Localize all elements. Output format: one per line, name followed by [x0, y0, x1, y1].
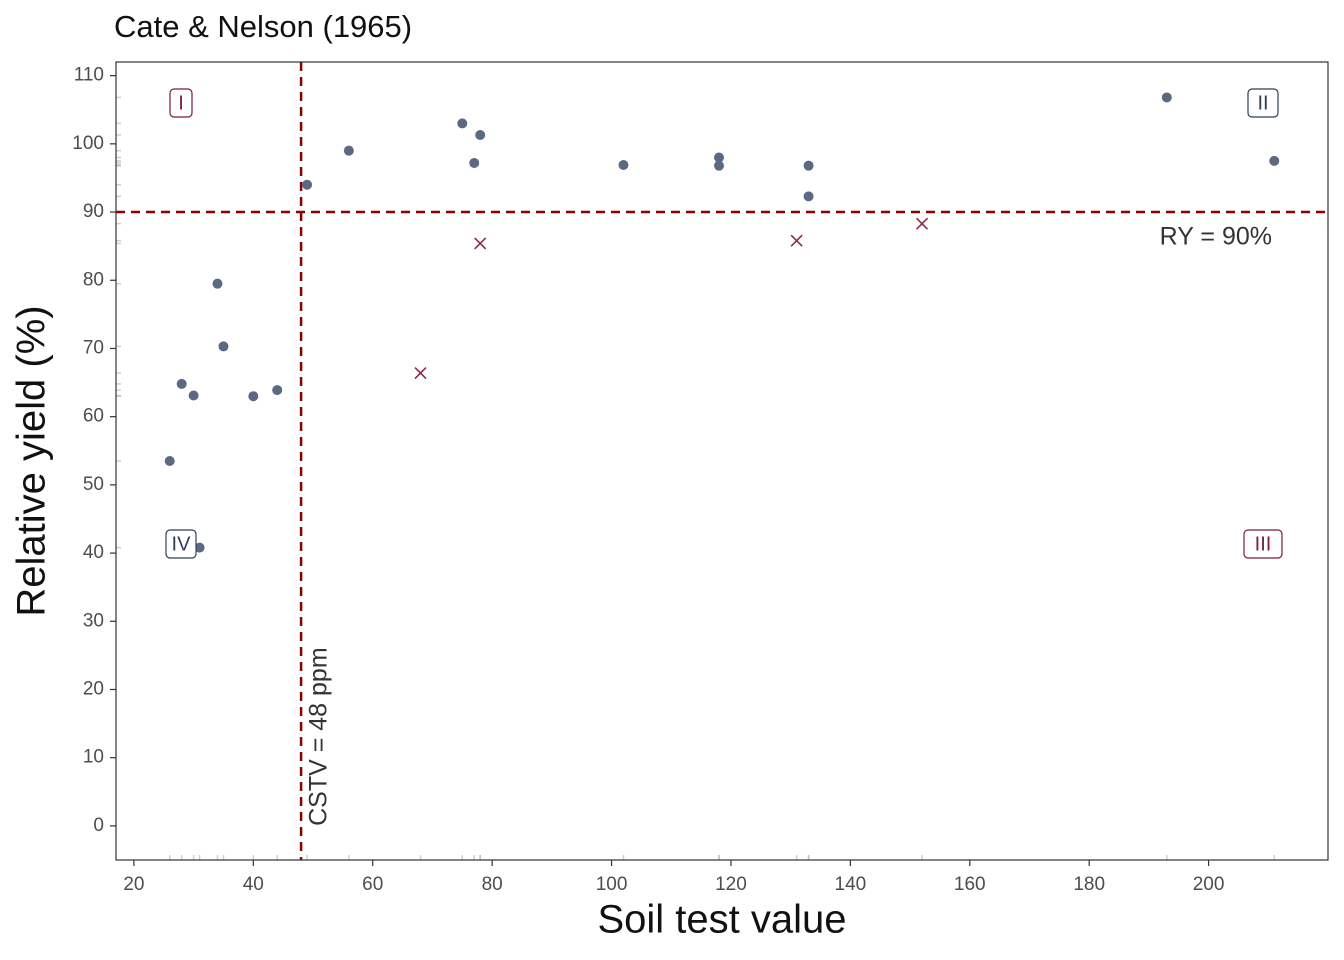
- point: [194, 542, 205, 553]
- y-tick-label: 30: [83, 610, 104, 631]
- x-tick-label: 180: [1073, 874, 1105, 895]
- point: [1269, 155, 1280, 166]
- y-tick-label: 40: [83, 542, 104, 563]
- y-tick-label: 0: [93, 815, 104, 836]
- y-tick-label: 10: [83, 747, 104, 768]
- x-axis-label: Soil test value: [597, 898, 846, 942]
- point: [414, 366, 427, 380]
- x-tick-label: 160: [954, 874, 986, 895]
- x-tick-label: 200: [1193, 874, 1225, 895]
- point: [272, 385, 283, 396]
- quadrant-box: [169, 88, 193, 118]
- x-tick-label: 100: [596, 874, 628, 895]
- point: [790, 234, 803, 247]
- y-tick-label: 70: [83, 337, 104, 358]
- x-tick-label: 120: [715, 874, 747, 895]
- y-tick-label: 110: [74, 65, 104, 86]
- x-tick-label: 80: [482, 874, 503, 895]
- quadrant-box: [1243, 529, 1283, 559]
- point: [302, 179, 313, 190]
- x-tick-label: 140: [835, 874, 867, 895]
- quadrant-box: [165, 529, 197, 559]
- point: [915, 217, 929, 230]
- point: [1161, 92, 1172, 103]
- point: [469, 157, 480, 168]
- y-tick-label: 90: [83, 201, 104, 222]
- x-tick-label: 20: [123, 874, 144, 895]
- point: [248, 391, 259, 402]
- y-tick-label: 50: [83, 474, 104, 495]
- point: [218, 341, 229, 352]
- point: [475, 129, 486, 140]
- point: [474, 237, 487, 250]
- cutoff-label: RY = 90%: [1160, 223, 1272, 251]
- x-tick-label: 60: [362, 874, 383, 895]
- point: [803, 160, 814, 171]
- y-tick-label: 20: [83, 679, 104, 700]
- point: [188, 390, 199, 401]
- y-tick-label: 60: [83, 406, 104, 427]
- quadrant-label: III: [1255, 533, 1272, 555]
- plot-border: [115, 61, 1329, 861]
- chart-title: Cate & Nelson (1965): [114, 9, 412, 44]
- point: [212, 278, 223, 289]
- point: [343, 145, 354, 156]
- y-tick-label: 80: [83, 269, 104, 290]
- y-axis-label: Relative yield (%): [10, 305, 54, 616]
- point: [714, 152, 725, 163]
- point: [618, 159, 629, 170]
- y-tick-label: 100: [72, 133, 104, 154]
- quadrant-box: [1247, 88, 1279, 118]
- point: [457, 118, 468, 129]
- x-tick-label: 40: [243, 874, 264, 895]
- cutoff-label: CSTV = 48 ppm: [305, 647, 333, 826]
- quadrant-label: II: [1257, 92, 1268, 114]
- point: [176, 378, 187, 389]
- point: [803, 191, 814, 202]
- point: [164, 456, 175, 466]
- quadrant-label: I: [178, 92, 184, 114]
- quadrant-label: IV: [172, 533, 192, 555]
- point: [714, 160, 725, 171]
